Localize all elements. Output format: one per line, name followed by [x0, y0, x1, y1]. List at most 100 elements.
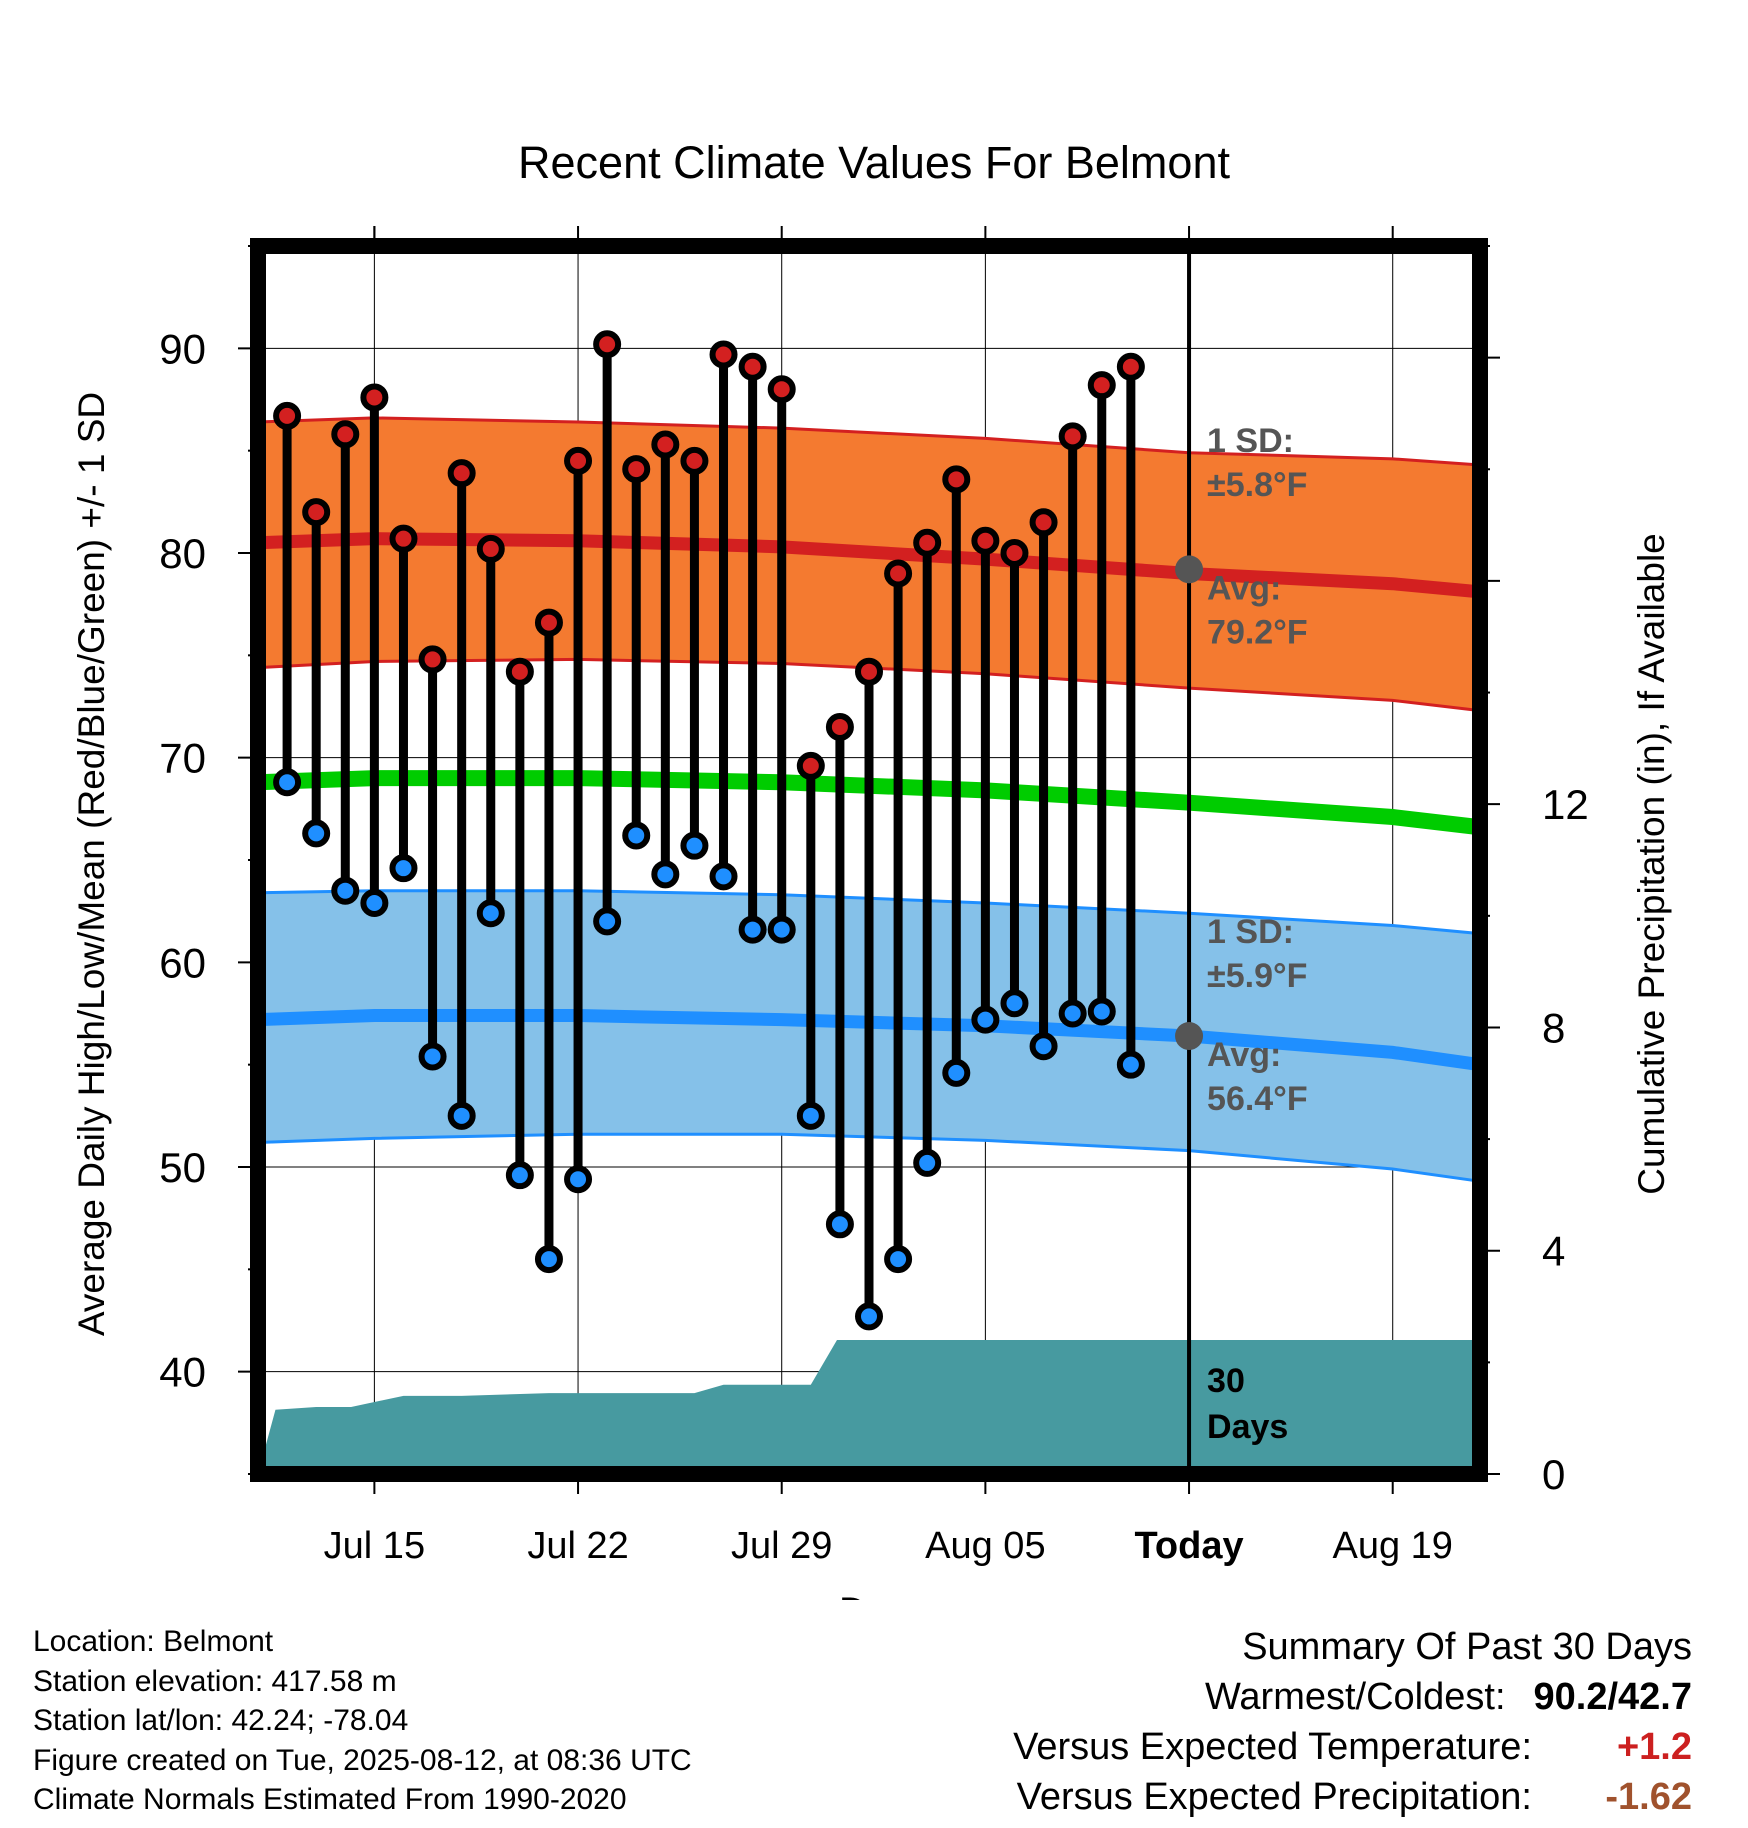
daily-high-point — [971, 526, 1000, 555]
today-high-avg-marker — [1175, 555, 1204, 584]
daily-low-point — [913, 1148, 942, 1177]
y-tick-label: 60 — [159, 939, 206, 986]
warm-cold-value: 90.2/42.7 — [1533, 1676, 1692, 1718]
location-text: Location: Belmont — [33, 1625, 274, 1658]
daily-low-point — [767, 915, 796, 944]
precipitation-value: -1.62 — [1605, 1776, 1692, 1818]
daily-low-point — [273, 768, 302, 797]
daily-high-point — [738, 352, 767, 381]
daily-low-point — [971, 1005, 1000, 1034]
low-sd-lower-line — [257, 1132, 1481, 1183]
plot-layers: 1 SD: ±5.8°F Avg: 79.2°F 1 SD: ±5.9°F Avg: 56.4… — [159, 226, 1589, 1567]
daily-low-point — [593, 907, 622, 936]
daily-high-point — [651, 430, 680, 459]
high-sd-lower-line — [257, 657, 1481, 713]
y-tick-label: 90 — [159, 325, 206, 372]
annotation-value: ±5.8°F — [1207, 466, 1307, 504]
mean-normal-line — [257, 770, 1481, 836]
annotation-label: Avg: — [1207, 1036, 1281, 1074]
y2-tick-label: 8 — [1542, 1004, 1565, 1051]
high-sd-band — [258, 417, 1480, 711]
x-tick-label: Aug 19 — [1332, 1525, 1452, 1567]
high-sd-upper-line — [257, 416, 1481, 467]
daily-low-point — [709, 862, 738, 891]
summary-title: Summary Of Past 30 Days — [1242, 1626, 1692, 1668]
y2-axis-label: Cumulative Precipitation (in), If Availa… — [1631, 533, 1672, 1195]
annotation-label: 30 — [1207, 1362, 1245, 1400]
daily-high-point — [767, 375, 796, 404]
daily-low-point — [505, 1161, 534, 1190]
temperature-label: Versus Expected Temperature: — [1013, 1726, 1532, 1768]
warm-cold-label: Warmest/Coldest: — [1204, 1676, 1506, 1718]
normals-text: Climate Normals Estimated From 1990-2020 — [33, 1783, 627, 1816]
daily-high-point — [913, 528, 942, 557]
daily-low-point — [680, 831, 709, 860]
annotation-value: 56.4°F — [1207, 1080, 1308, 1118]
daily-low-point — [825, 1210, 854, 1239]
daily-high-point — [796, 751, 825, 780]
daily-high-point — [476, 534, 505, 563]
station-info: Location: Belmont Station elevation: 417… — [33, 1622, 692, 1820]
precipitation-area — [258, 1340, 1480, 1474]
y-axis-label: Average Daily High/Low/Mean (Red/Blue/Gr… — [71, 392, 112, 1336]
x-tick-label: Today — [1135, 1525, 1244, 1567]
daily-low-point — [564, 1165, 593, 1194]
daily-low-point — [796, 1101, 825, 1130]
daily-low-point — [884, 1245, 913, 1274]
daily-high-point — [884, 559, 913, 588]
daily-high-point — [273, 401, 302, 430]
daily-high-point — [680, 446, 709, 475]
daily-low-point — [738, 915, 767, 944]
daily-low-point — [331, 876, 360, 905]
low-sd-upper-line — [257, 889, 1481, 936]
summary-warm-cold: Warmest/Coldest: 90.2/42.7 — [1013, 1672, 1692, 1722]
daily-high-point — [302, 498, 331, 527]
chart-title: Recent Climate Values For Belmont — [518, 137, 1230, 188]
latlon-text: Station lat/lon: 42.24; -78.04 — [33, 1704, 409, 1737]
x-tick-label: Jul 15 — [324, 1525, 425, 1567]
daily-low-point — [1000, 989, 1029, 1018]
daily-low-point — [418, 1042, 447, 1071]
daily-low-point — [622, 821, 651, 850]
daily-high-point — [418, 645, 447, 674]
summary-precipitation: Versus Expected Precipitation: -1.62 — [1013, 1772, 1692, 1822]
daily-high-point — [564, 446, 593, 475]
daily-low-point — [302, 819, 331, 848]
daily-high-point — [593, 330, 622, 359]
daily-high-point — [389, 524, 418, 553]
daily-high-point — [1116, 352, 1145, 381]
daily-low-point — [1029, 1032, 1058, 1061]
created-text: Figure created on Tue, 2025-08-12, at 08… — [33, 1743, 692, 1777]
low-normal-line — [257, 1009, 1481, 1072]
x-tick-label: Jul 29 — [731, 1525, 832, 1567]
annotation-label: Avg: — [1207, 569, 1281, 607]
y2-tick-label: 4 — [1542, 1228, 1565, 1275]
daily-low-point — [360, 888, 389, 917]
y-tick-label: 40 — [159, 1349, 206, 1396]
daily-low-point — [1116, 1050, 1145, 1079]
climate-chart: Recent Climate Values For Belmont 1 SD: ±… — [71, 137, 1672, 1600]
summary-panel: Summary Of Past 30 Days Warmest/Coldest:… — [1013, 1622, 1692, 1822]
daily-high-point — [534, 608, 563, 637]
annotation-value: 79.2°F — [1207, 613, 1308, 651]
daily-low-point — [1058, 999, 1087, 1028]
annotation-label: 1 SD: — [1207, 422, 1294, 460]
precipitation-label: Versus Expected Precipitation: — [1016, 1776, 1532, 1818]
daily-low-point — [476, 899, 505, 928]
daily-high-point — [1058, 422, 1087, 451]
daily-high-point — [1087, 371, 1116, 400]
daily-low-point — [855, 1302, 883, 1331]
daily-high-point — [1000, 539, 1029, 567]
daily-low-point — [651, 860, 680, 889]
daily-high-point — [331, 420, 360, 449]
x-tick-label: Aug 05 — [925, 1525, 1045, 1567]
daily-low-point — [1087, 997, 1116, 1026]
y-tick-label: 70 — [159, 735, 206, 782]
daily-low-point — [942, 1058, 971, 1087]
elevation-text: Station elevation: 417.58 m — [33, 1664, 397, 1698]
y-tick-label: 80 — [159, 530, 206, 577]
daily-high-point — [825, 712, 854, 741]
daily-high-point — [622, 455, 651, 484]
y-tick-label: 50 — [159, 1144, 206, 1191]
daily-low-point — [389, 854, 418, 883]
